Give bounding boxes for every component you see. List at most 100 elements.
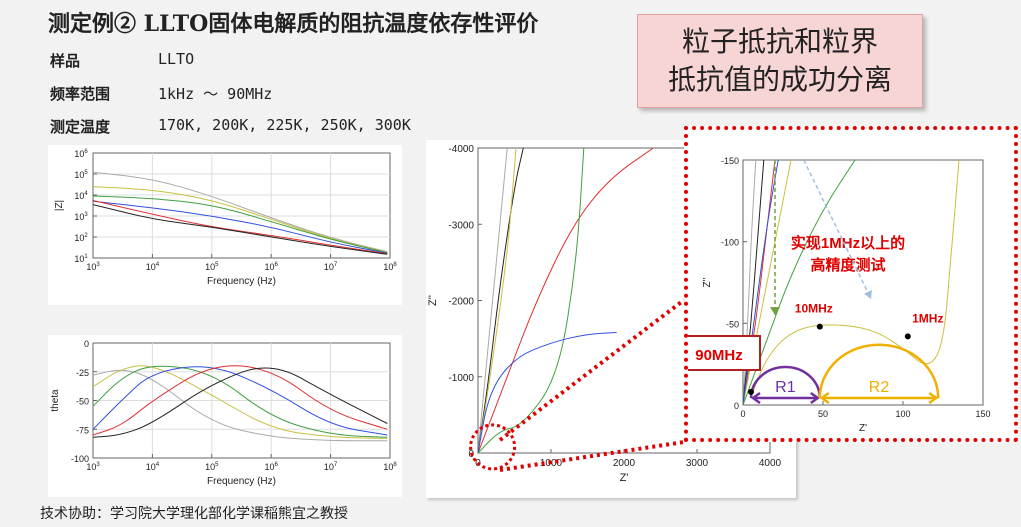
temperature-label: 测定温度 [50, 118, 111, 136]
y-tick-label: 106 [74, 149, 88, 159]
dashed-arrowhead-blue [864, 289, 872, 299]
series-line-yellow [743, 160, 792, 405]
series-line-gray [478, 148, 508, 453]
x-tick-label: 108 [383, 262, 397, 272]
dashed-arrowhead-green [770, 307, 780, 316]
x-tick-label: 103 [86, 462, 100, 472]
x-tick-label: 0 [740, 409, 745, 419]
y-axis-label: Z'' [702, 277, 713, 287]
x-axis-label: Frequency (Hz) [207, 476, 276, 487]
series-line-blue [743, 160, 779, 405]
x-tick-label: 4000 [759, 458, 782, 469]
frequency-marker [904, 333, 911, 340]
y-tick-label: 0 [84, 339, 89, 349]
series-line-yellow [93, 365, 388, 439]
y-tick-label: -2000 [448, 297, 474, 308]
y-tick-label: -100 [71, 454, 89, 464]
nyquist-zoom-panel: 0 50 100 150 0 -50 -100 -150 Z' Z'' R1 R2 90MHz 10MHz… [677, 126, 1018, 442]
series-line-black [93, 367, 388, 438]
series-line-blue [93, 366, 388, 436]
y-tick-label: 105 [74, 170, 88, 180]
x-tick-label: 108 [383, 462, 397, 472]
y-axis-label: |Z| [54, 200, 65, 211]
x-axis-label: Z' [620, 472, 629, 484]
series-line-green [478, 148, 585, 453]
plot-frame [742, 159, 984, 406]
phase-angle-chart: 103 104 105 106 107 108 -100 -75 -50 -25 0 Frequenc… [50, 339, 397, 487]
series-line-blue [93, 200, 388, 254]
plot-frame [92, 152, 391, 259]
y-tick-label: -1000 [448, 373, 474, 384]
frequency-box-90MHz [677, 335, 761, 371]
series-line-red [93, 200, 388, 255]
arc-label-r1: R1 [775, 379, 796, 396]
frequency-range-label: 频率范围 [50, 85, 111, 103]
series-line-yellow [478, 148, 517, 453]
x-tick-label: 107 [324, 262, 338, 272]
y-tick-label: -150 [721, 156, 739, 166]
dashed-arrow-blue [803, 159, 872, 300]
y-tick-label: -50 [726, 319, 739, 329]
x-tick-label: 104 [146, 462, 160, 472]
series-line-yellow [93, 186, 388, 253]
series-line-gray [93, 369, 388, 442]
x-tick-label: 106 [265, 262, 279, 272]
x-tick-label: 50 [818, 409, 828, 419]
x-tick-label: 105 [205, 262, 219, 272]
x-tick-label: 2000 [613, 458, 636, 469]
impedance-magnitude-chart: 103 104 105 106 107 108 101 102 103 104 105 106 Freq… [54, 149, 397, 287]
x-tick-label: 107 [324, 462, 338, 472]
precision-annotation-line-2: 高精度测试 [810, 256, 885, 274]
series-line-gray [743, 160, 757, 405]
y-tick-label: -3000 [448, 220, 474, 231]
series-line-gray [93, 171, 388, 253]
series-line-black [93, 204, 388, 255]
frequency-label-90MHz: 90MHz [695, 347, 743, 364]
series-line-yellow [750, 160, 960, 397]
x-axis-label: Frequency (Hz) [207, 276, 276, 287]
arc-label-r2: R2 [869, 379, 890, 396]
y-axis-label: Z'' [427, 295, 439, 306]
arc-arrow-right-r2 [928, 391, 939, 405]
temperature-value: 170K, 200K, 225K, 250K, 300K [158, 116, 411, 134]
precision-annotation-line-1: 实现1MHz以上的 [791, 234, 905, 252]
y-tick-label: -75 [76, 425, 89, 435]
series-line-green [743, 160, 856, 405]
x-tick-label: 106 [265, 462, 279, 472]
series-line-red [478, 148, 654, 453]
frequency-marker [748, 388, 754, 395]
y-tick-label: 104 [74, 191, 88, 201]
y-axis-label: theta [50, 389, 61, 412]
y-tick-label: 101 [74, 254, 88, 264]
arc-arrow-left-r2 [819, 391, 830, 405]
y-tick-label: 0 [734, 401, 739, 411]
arc-arrow-left-r1 [750, 391, 761, 405]
series-line-green [93, 365, 388, 438]
callout-line-1: 粒子抵抗和粒界 [681, 25, 878, 58]
series-line-green [93, 195, 388, 254]
x-tick-label: 100 [895, 409, 910, 419]
impedance-magnitude-panel: 103 104 105 106 107 108 101 102 103 104 105 106 Freq… [48, 145, 402, 305]
x-tick-label: 3000 [686, 458, 709, 469]
x-tick-label: 105 [205, 462, 219, 472]
y-tick-label: 102 [74, 233, 88, 243]
x-tick-label: 103 [86, 262, 100, 272]
y-tick-label: -25 [76, 368, 89, 378]
x-axis-label: Z' [859, 423, 867, 434]
frequency-range-value: 1kHz ～ 90MHz [158, 85, 273, 103]
nyquist-zoom-chart: 0 50 100 150 0 -50 -100 -150 Z' Z'' R1 R2 90MHz 10MHz… [677, 156, 991, 434]
frequency-label-1MHz: 1MHz [912, 311, 943, 325]
arc-r2 [818, 343, 940, 399]
y-tick-label: -100 [721, 238, 739, 248]
arc-r1 [749, 365, 822, 399]
footer-credit: 技术协助：学习院大学理化部化学课稲熊宜之教授 [40, 506, 348, 522]
series-line-red [93, 365, 388, 436]
arc-arrow-right-r1 [810, 391, 820, 405]
nyquist-chart: 0 1000 2000 3000 4000 0 -1000 -2000 -3000 -4000 Z'… [427, 144, 782, 484]
y-tick-label: -50 [76, 397, 89, 407]
sample-label: 样品 [50, 52, 81, 70]
y-tick-label: -4000 [448, 144, 474, 155]
phase-angle-panel: 103 104 105 106 107 108 -100 -75 -50 -25 0 Frequenc… [48, 335, 402, 497]
callout-line-2: 抵抗值的成功分离 [667, 63, 892, 96]
frequency-marker [816, 323, 823, 330]
